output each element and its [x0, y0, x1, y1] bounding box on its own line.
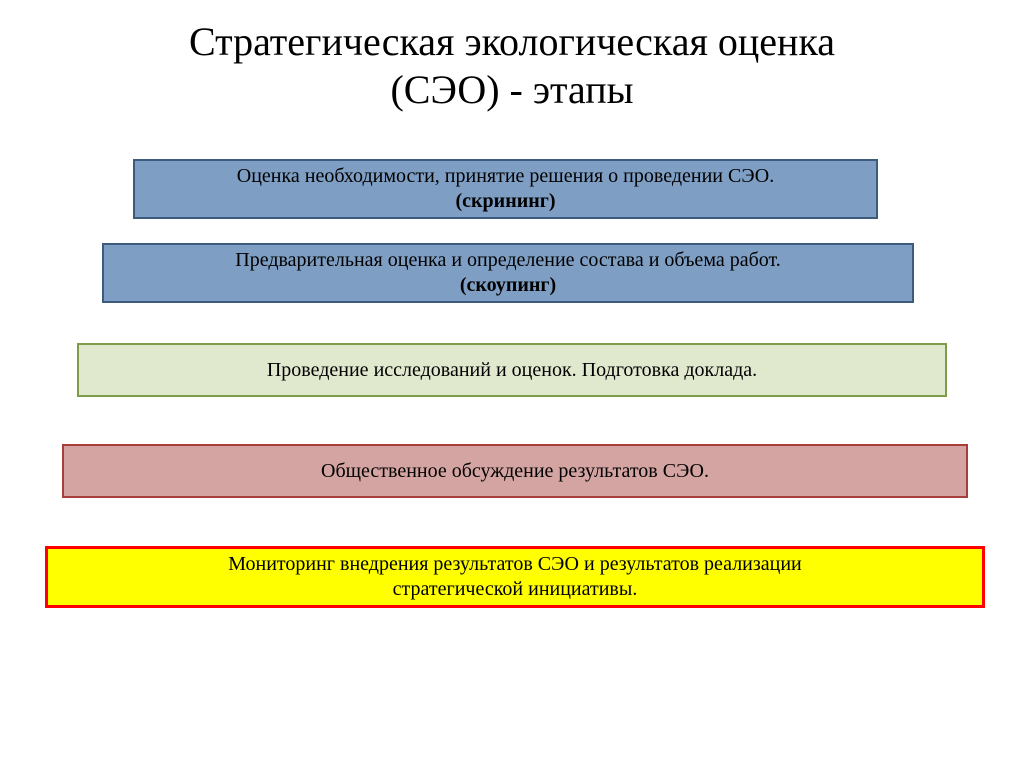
stage-research-line1: Проведение исследований и оценок. Подгот… — [267, 358, 757, 383]
stage-scoping: Предварительная оценка и определение сос… — [102, 243, 914, 303]
stage-scoping-line2: (скоупинг) — [460, 273, 556, 298]
stage-scoping-line1: Предварительная оценка и определение сос… — [235, 248, 780, 273]
stage-screening-line2: (скрининг) — [455, 189, 555, 214]
stage-monitoring-line2: стратегической инициативы. — [393, 577, 638, 602]
stage-screening-line1: Оценка необходимости, принятие решения о… — [237, 164, 774, 189]
stage-discussion-line1: Общественное обсуждение результатов СЭО. — [321, 459, 709, 484]
stage-discussion: Общественное обсуждение результатов СЭО. — [62, 444, 968, 498]
title-line2: (СЭО) - этапы — [390, 67, 633, 112]
stage-screening: Оценка необходимости, принятие решения о… — [133, 159, 878, 219]
stage-research: Проведение исследований и оценок. Подгот… — [77, 343, 947, 397]
slide-title: Стратегическая экологическая оценка (СЭО… — [0, 0, 1024, 114]
title-line1: Стратегическая экологическая оценка — [189, 19, 835, 64]
stage-monitoring: Мониторинг внедрения результатов СЭО и р… — [45, 546, 985, 608]
stage-monitoring-line1: Мониторинг внедрения результатов СЭО и р… — [228, 552, 802, 577]
slide: { "title": { "line1": "Стратегическая эк… — [0, 0, 1024, 767]
